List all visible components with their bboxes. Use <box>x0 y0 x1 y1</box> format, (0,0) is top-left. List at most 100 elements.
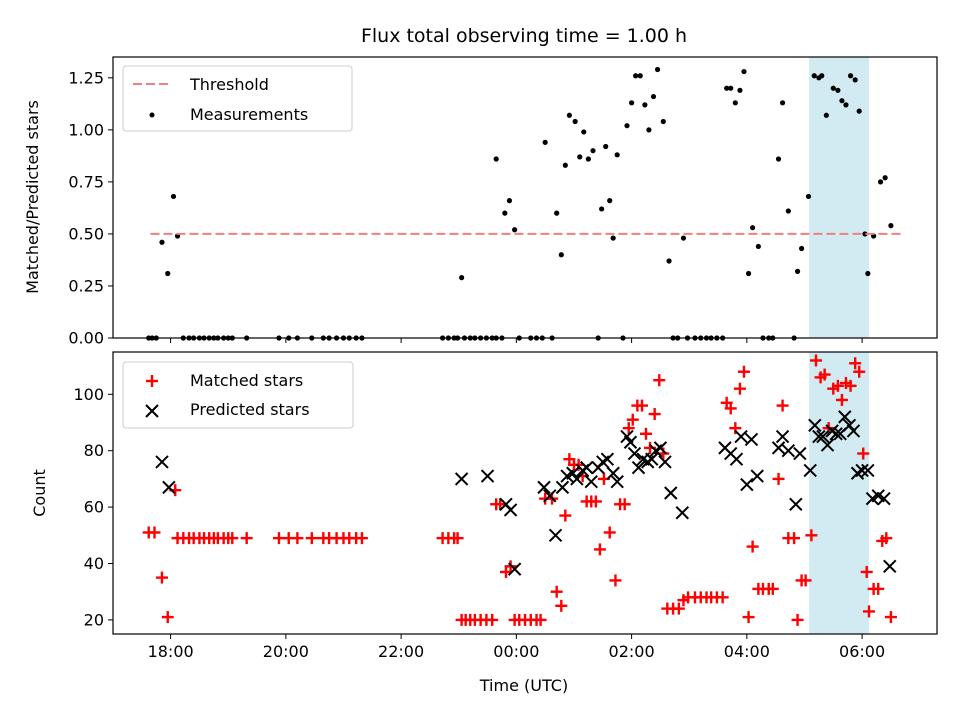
measurement-point <box>843 102 849 108</box>
measurement-point <box>775 156 782 162</box>
measurement-point <box>572 118 578 125</box>
matched-star-point <box>609 574 622 587</box>
predicted-star-point <box>658 455 672 469</box>
measurement-point <box>724 85 730 91</box>
measurement-point <box>562 162 568 168</box>
x-tick-label: 04:00 <box>724 642 770 661</box>
ratio-panel: 0.00 0.25 0.50 0.75 1.00 1.25 Matched/Predict… <box>23 56 938 348</box>
legend-matched-swatch <box>146 375 158 387</box>
predicted-star-point <box>829 427 843 441</box>
measurement-point <box>882 175 888 181</box>
matched-star-point <box>880 532 893 545</box>
measurement-point <box>554 210 560 216</box>
measurement-point <box>865 270 871 277</box>
measurement-point <box>785 208 791 214</box>
matched-star-point <box>844 379 857 392</box>
measurement-point <box>566 112 572 118</box>
predicted-star-point <box>750 469 764 483</box>
predicted-star-point <box>645 452 659 466</box>
matched-star-point <box>872 582 885 595</box>
measurement-point <box>877 179 884 185</box>
measurement-point <box>847 73 854 79</box>
matched-star-point <box>672 602 685 615</box>
predicted-star-point <box>537 480 551 495</box>
x-tick-label: 00:00 <box>493 642 539 661</box>
predicted-star-point <box>664 486 678 500</box>
predicted-star-point <box>555 480 570 495</box>
predicted-star-point <box>623 435 638 449</box>
matched-star-point <box>860 565 873 578</box>
measurement-point <box>637 73 643 79</box>
predicted-star-point <box>627 446 642 461</box>
count-panel-y-ticks: 20 40 60 80 100 <box>73 385 113 629</box>
y-tick-label: 20 <box>84 610 104 629</box>
predicted-star-point <box>781 443 796 458</box>
x-axis-label: Time (UTC) <box>479 676 568 695</box>
legend-measurements-label: Measurements <box>190 105 308 124</box>
predicted-star-point <box>820 438 835 452</box>
ratio-panel-highlight <box>809 57 870 338</box>
measurement-point <box>830 85 836 91</box>
measurement-point <box>642 102 648 108</box>
predicted-star-point <box>838 410 852 424</box>
matched-star-point <box>589 495 602 508</box>
matched-star-point <box>772 472 785 485</box>
measurement-point <box>165 270 171 277</box>
predicted-star-point <box>548 528 563 543</box>
y-tick-label: 0.75 <box>68 172 104 191</box>
matched-star-point <box>733 382 746 395</box>
matched-star-point <box>724 402 737 415</box>
matched-star-point <box>805 529 818 542</box>
predicted-star-point <box>606 466 620 480</box>
matched-star-point <box>161 611 174 624</box>
predicted-star-point <box>816 429 830 444</box>
measurement-point <box>823 112 829 118</box>
measurement-point <box>581 129 587 135</box>
legend-predicted-label: Predicted stars <box>190 400 310 419</box>
count-panel-x-ticks: 18:00 20:00 22:00 00:00 02:00 04:00 06:00 <box>148 634 885 661</box>
measurement-point <box>888 223 894 229</box>
ratio-panel-frame <box>112 56 938 339</box>
predicted-star-point <box>162 480 176 495</box>
matched-star-point <box>788 532 801 545</box>
measurement-point <box>633 73 639 79</box>
measurement-point <box>755 243 761 250</box>
measurement-point <box>650 93 657 100</box>
measurement-point <box>666 258 672 264</box>
predicted-star-point <box>503 503 518 517</box>
measurement-point <box>646 127 652 133</box>
matched-star-point <box>742 611 755 624</box>
matched-star-point <box>857 447 870 460</box>
y-tick-label: 100 <box>73 385 104 404</box>
matched-star-point <box>291 532 304 545</box>
matched-star-point <box>831 379 844 392</box>
chart-title: Flux total observing time = 1.00 h <box>361 25 687 47</box>
measurement-point <box>512 227 518 233</box>
matched-star-point <box>451 532 464 545</box>
matched-stars-points <box>142 354 897 626</box>
predicted-star-point <box>600 452 615 466</box>
predicted-star-point <box>566 466 580 480</box>
matched-star-point <box>776 399 789 412</box>
matched-star-point <box>148 526 161 539</box>
measurement-point <box>839 98 845 104</box>
matched-star-point <box>716 591 729 604</box>
predicted-star-point <box>454 472 469 486</box>
matched-star-point <box>550 585 563 598</box>
measurement-point <box>660 118 666 125</box>
y-tick-label: 60 <box>84 498 104 517</box>
y-tick-label: 1.25 <box>68 68 104 87</box>
predicted-star-point <box>507 562 522 576</box>
count-panel: 20 40 60 80 100 18:00 20:00 22:00 00:00 02:00 04:… <box>30 351 938 695</box>
ratio-panel-y-label: Matched/Predicted stars <box>23 100 42 294</box>
measurement-point <box>819 73 825 79</box>
measurement-point <box>502 210 508 216</box>
matched-star-point <box>622 422 635 435</box>
ratio-panel-legend: Threshold Measurements <box>122 65 353 132</box>
measurement-point <box>159 239 165 245</box>
y-tick-label: 0.25 <box>68 276 104 295</box>
matched-star-point <box>305 532 318 545</box>
measurement-point <box>577 154 583 160</box>
matched-star-point <box>835 393 848 406</box>
matched-star-point <box>849 357 862 370</box>
